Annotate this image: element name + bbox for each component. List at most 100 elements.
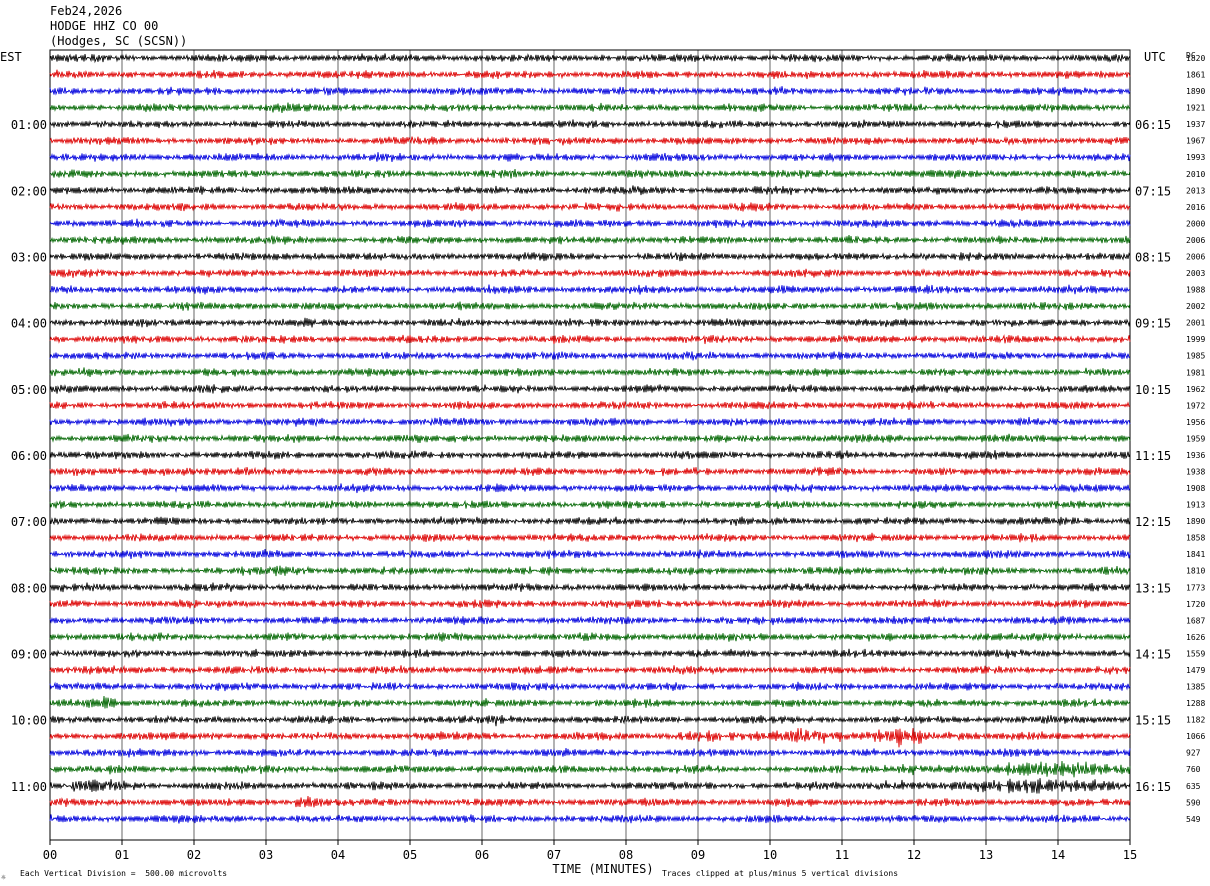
trace-line-19 xyxy=(49,367,1131,377)
utc-hour-label: 12:15 xyxy=(1135,515,1171,529)
est-hour-label: 03:00 xyxy=(11,250,47,264)
plot-frame xyxy=(49,49,1131,841)
utc-axis-label: UTC xyxy=(1144,50,1166,64)
dc-value-label: 1999 xyxy=(1186,335,1205,344)
dc-value-label: 1288 xyxy=(1186,699,1205,708)
trace-line-14 xyxy=(49,284,1130,295)
dc-value-label: 1993 xyxy=(1186,153,1205,162)
x-tick-label: 14 xyxy=(1051,848,1065,862)
x-tick-label: 03 xyxy=(259,848,273,862)
division-note: Each Vertical Division = 500.00 microvol… xyxy=(20,869,227,878)
trace-line-2 xyxy=(49,86,1131,96)
x-tick-label: 13 xyxy=(979,848,993,862)
trace-line-16 xyxy=(49,317,1131,328)
x-tick-label: 07 xyxy=(547,848,561,862)
trace-line-13 xyxy=(49,268,1131,279)
dc-value-label: 1908 xyxy=(1186,484,1205,493)
dc-column-label: DC xyxy=(1186,51,1196,60)
trace-line-15 xyxy=(49,301,1131,312)
trace-line-38 xyxy=(49,681,1131,692)
x-tick-label: 15 xyxy=(1123,848,1137,862)
trace-group xyxy=(49,53,1131,824)
est-hour-label: 05:00 xyxy=(11,383,47,397)
utc-hour-label: 10:15 xyxy=(1135,383,1171,397)
x-tick-label: 04 xyxy=(331,848,345,862)
minute-grid xyxy=(121,50,1059,840)
trace-line-26 xyxy=(49,483,1131,494)
trace-line-11 xyxy=(49,234,1131,245)
dc-value-label: 1956 xyxy=(1186,418,1205,427)
x-tick-label: 02 xyxy=(187,848,201,862)
trace-line-18 xyxy=(49,350,1131,361)
trace-line-20 xyxy=(49,383,1131,394)
est-hour-label: 04:00 xyxy=(11,317,47,331)
date-label: Feb24,2026 xyxy=(50,4,122,18)
station-label: HODGE HHZ CO 00 xyxy=(50,19,158,33)
corner-sun-icon: ☼ xyxy=(1,873,6,882)
est-axis-label: EST xyxy=(0,50,22,64)
utc-hour-labels: 06:15 07:15 08:15 09:15 10:15 11:15 12:15 13:15… xyxy=(1135,118,1171,794)
trace-line-45 xyxy=(49,795,1131,808)
trace-line-9 xyxy=(49,202,1131,212)
est-hour-label: 01:00 xyxy=(11,118,47,132)
dc-value-label: 1967 xyxy=(1186,137,1205,146)
dc-value-label: 590 xyxy=(1186,798,1201,807)
est-hour-label: 10:00 xyxy=(11,714,47,728)
trace-line-32 xyxy=(49,582,1131,593)
trace-line-29 xyxy=(49,532,1131,543)
trace-line-30 xyxy=(49,548,1131,559)
est-hour-labels: 01:00 02:00 03:00 04:00 05:00 06:00 07:00 08:00… xyxy=(11,118,47,794)
dc-value-label: 549 xyxy=(1186,815,1201,824)
dc-value-label: 1913 xyxy=(1186,501,1205,510)
trace-line-7 xyxy=(49,168,1131,179)
trace-line-41 xyxy=(49,728,1131,748)
utc-hour-label: 09:15 xyxy=(1135,317,1171,331)
dc-value-label: 1936 xyxy=(1186,451,1205,460)
trace-line-22 xyxy=(49,416,1131,428)
dc-value-label: 2001 xyxy=(1186,319,1205,328)
dc-value-label: 1981 xyxy=(1186,368,1205,377)
trace-line-4 xyxy=(49,119,1131,129)
dc-value-label: 1385 xyxy=(1186,683,1205,692)
trace-line-25 xyxy=(49,466,1131,477)
trace-line-42 xyxy=(49,747,1131,758)
dc-value-label: 2013 xyxy=(1186,186,1205,195)
est-hour-label: 02:00 xyxy=(11,184,47,198)
trace-line-39 xyxy=(49,695,1131,709)
dc-value-label: 1687 xyxy=(1186,616,1205,625)
x-tick-label: 05 xyxy=(403,848,417,862)
dc-value-label: 1858 xyxy=(1186,534,1205,543)
est-hour-label: 06:00 xyxy=(11,449,47,463)
trace-line-36 xyxy=(49,648,1131,659)
trace-line-43 xyxy=(49,760,1131,778)
dc-value-label: 1988 xyxy=(1186,286,1205,295)
x-tick-label: 09 xyxy=(691,848,705,862)
dc-value-label: 1972 xyxy=(1186,401,1205,410)
trace-line-24 xyxy=(49,450,1131,460)
trace-line-5 xyxy=(49,136,1131,146)
dc-value-label: 1182 xyxy=(1186,716,1205,725)
dc-value-label: 760 xyxy=(1186,765,1201,774)
x-tick-label: 12 xyxy=(907,848,921,862)
trace-line-33 xyxy=(49,599,1131,609)
est-hour-label: 09:00 xyxy=(11,647,47,661)
dc-value-label: 1773 xyxy=(1186,583,1205,592)
trace-line-0 xyxy=(49,53,1131,64)
est-hour-label: 11:00 xyxy=(11,780,47,794)
x-tick-label: 06 xyxy=(475,848,489,862)
est-hour-label: 07:00 xyxy=(11,515,47,529)
trace-line-44 xyxy=(49,778,1131,794)
trace-line-31 xyxy=(49,565,1131,577)
dc-value-label: 1985 xyxy=(1186,352,1205,361)
trace-line-17 xyxy=(49,334,1131,345)
trace-line-1 xyxy=(49,69,1131,80)
dc-value-label: 1921 xyxy=(1186,104,1205,113)
dc-value-label: 2002 xyxy=(1186,302,1205,311)
dc-value-label: 2016 xyxy=(1186,203,1205,212)
trace-line-28 xyxy=(49,516,1131,526)
dc-value-label: 1959 xyxy=(1186,434,1205,443)
utc-hour-label: 08:15 xyxy=(1135,250,1171,264)
est-hour-label: 08:00 xyxy=(11,581,47,595)
clip-note: Traces clipped at plus/minus 5 vertical … xyxy=(662,869,898,878)
dc-value-label: 927 xyxy=(1186,749,1201,758)
